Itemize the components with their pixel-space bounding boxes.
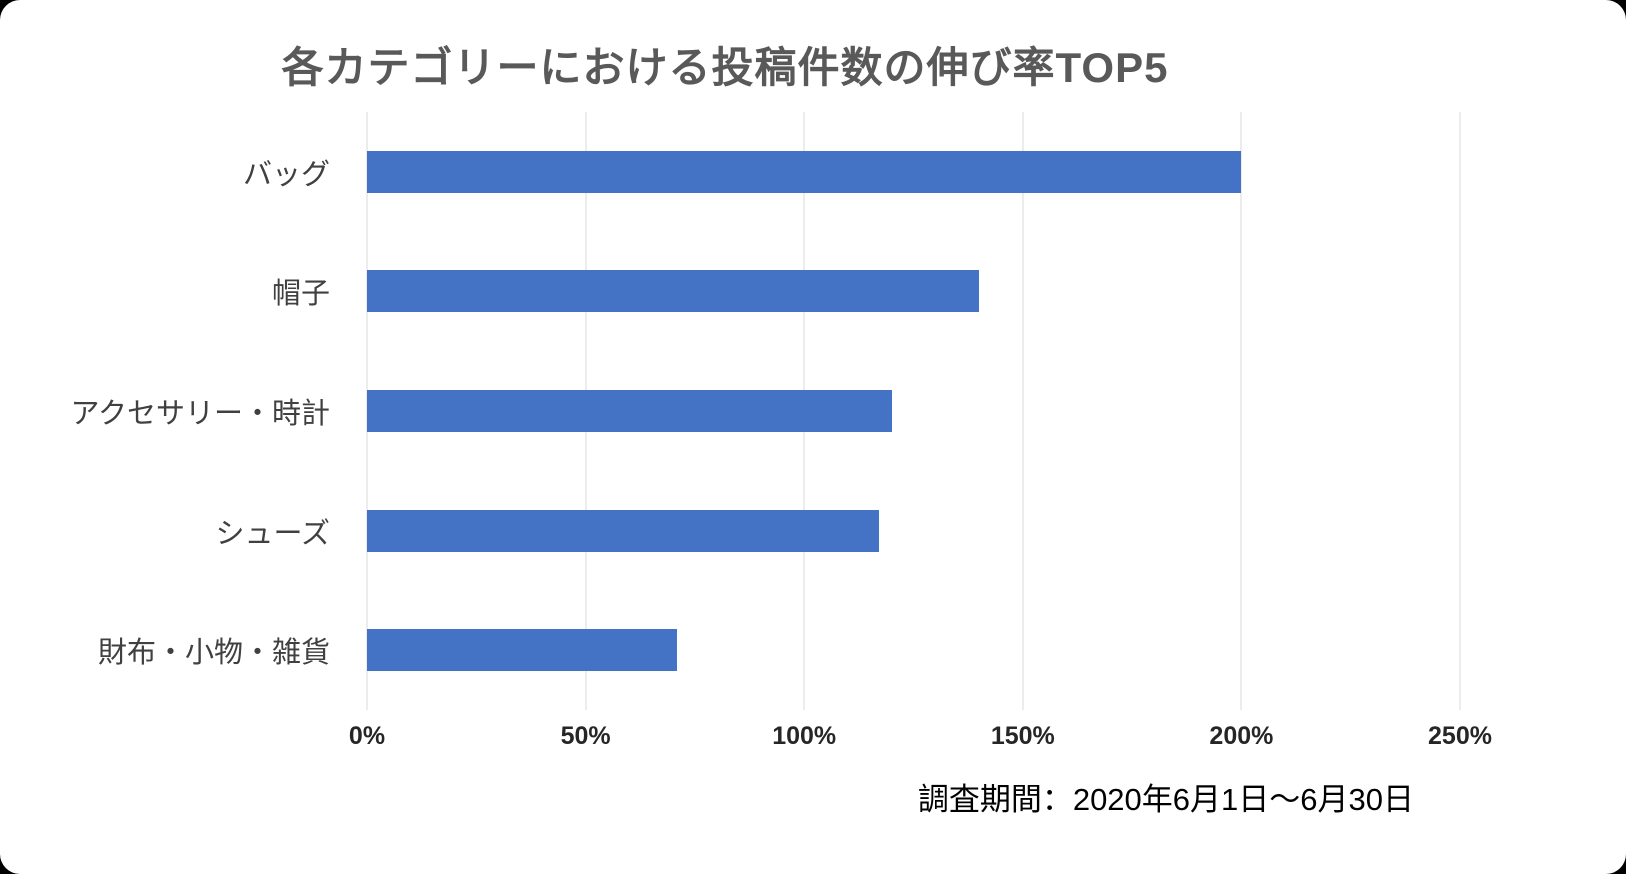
x-tick-label: 150% — [990, 722, 1055, 750]
bar — [367, 150, 1242, 193]
category-label: 帽子 — [271, 278, 330, 311]
bar-row — [367, 112, 1460, 232]
bar — [367, 509, 879, 552]
gridline — [1240, 112, 1242, 710]
bar-row — [367, 232, 1460, 352]
bar — [367, 629, 678, 672]
gridline — [1022, 112, 1024, 710]
x-axis: 0% 50% 100% 150% 200% 250% — [349, 722, 1492, 758]
category-label: バッグ — [242, 158, 330, 191]
bar — [367, 389, 892, 432]
gridline — [1459, 112, 1461, 710]
category-label: アクセサリー・時計 — [70, 397, 330, 430]
plot-area — [366, 112, 1461, 710]
category-labels: バッグ帽子アクセサリー・時計シューズ財布・小物・雑貨 — [0, 112, 350, 710]
category-label: 財布・小物・雑貨 — [97, 637, 330, 670]
bar-row — [367, 351, 1460, 471]
x-tick-label: 100% — [772, 722, 837, 750]
x-tick-label: 250% — [1428, 722, 1492, 750]
bar — [367, 270, 980, 313]
chart-title: 各カテゴリーにおける投稿件数の伸び率TOP5 — [281, 44, 1169, 91]
x-tick-label: 50% — [560, 722, 611, 750]
bar-row — [367, 590, 1460, 710]
x-tick-label: 200% — [1209, 722, 1274, 750]
x-tick-label: 0% — [348, 722, 386, 750]
survey-period-footnote: 調査期間：2020年6月1日～6月30日 — [917, 782, 1414, 817]
bar-row — [367, 471, 1460, 591]
category-label: シューズ — [215, 517, 330, 550]
